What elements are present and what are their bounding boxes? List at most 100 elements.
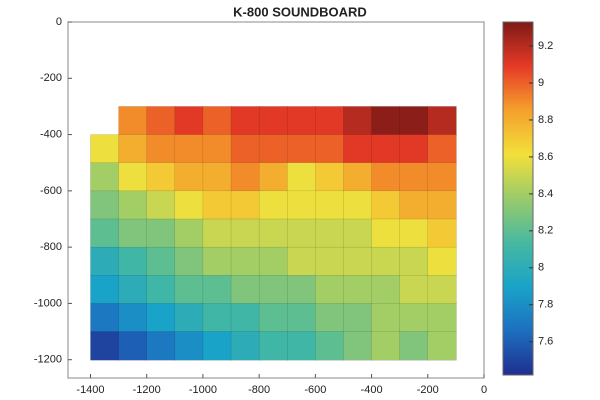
contour-cell: [146, 134, 176, 164]
contour-cell: [202, 190, 232, 220]
contour-cell: [146, 106, 176, 136]
contour-cell: [258, 303, 288, 333]
contour-cell: [118, 218, 148, 248]
contour-cell: [146, 162, 176, 192]
contour-cell: [174, 218, 204, 248]
contour-cell: [427, 331, 457, 361]
contour-cell: [399, 331, 429, 361]
contour-cell: [258, 134, 288, 164]
contour-cell: [371, 303, 401, 333]
y-tick-label: -1200: [34, 354, 62, 366]
contour-cell: [202, 303, 232, 333]
y-tick-label: -800: [40, 241, 62, 253]
contour-cell: [230, 106, 260, 136]
contour-cell: [427, 275, 457, 305]
contour-cell: [174, 331, 204, 361]
contour-cell: [287, 134, 317, 164]
contour-cell: [427, 190, 457, 220]
contour-cell: [371, 275, 401, 305]
contour-cell: [399, 162, 429, 192]
contour-cell: [315, 162, 345, 192]
x-tick-label: -1200: [133, 384, 161, 396]
y-tick-label: -600: [40, 185, 62, 197]
contour-cell: [315, 246, 345, 276]
contour-cell: [427, 303, 457, 333]
contour-cell: [315, 275, 345, 305]
contour-cell: [427, 246, 457, 276]
contour-cell: [343, 218, 373, 248]
contour-cell: [230, 190, 260, 220]
y-tick-label: -1000: [34, 297, 62, 309]
colorbar-tick-label: 9: [538, 77, 544, 89]
y-tick-label: -400: [40, 128, 62, 140]
contour-cell: [174, 303, 204, 333]
contour-cell: [258, 190, 288, 220]
contour-cell: [146, 331, 176, 361]
colorbar-tick-label: 8.4: [538, 188, 553, 200]
contour-cell: [258, 162, 288, 192]
contour-cell: [230, 162, 260, 192]
contour-cell: [427, 134, 457, 164]
contour-cell: [258, 106, 288, 136]
contour-cell: [287, 275, 317, 305]
contour-cell: [90, 190, 120, 220]
contour-cell: [399, 246, 429, 276]
contour-cell: [174, 106, 204, 136]
contour-cell: [146, 190, 176, 220]
contour-cell: [118, 275, 148, 305]
colorbar-tick-label: 8.8: [538, 114, 553, 126]
contour-cell: [202, 106, 232, 136]
contour-cell: [343, 106, 373, 136]
contour-cell: [258, 218, 288, 248]
colorbar-tick-label: 9.2: [538, 40, 553, 52]
contour-cell: [174, 134, 204, 164]
contour-cell: [371, 246, 401, 276]
contour-cell: [230, 275, 260, 305]
contour-cell: [399, 275, 429, 305]
contour-cell: [202, 162, 232, 192]
contour-cell: [230, 218, 260, 248]
contour-cell: [118, 331, 148, 361]
chart-title: K-800 SOUNDBOARD: [233, 4, 367, 19]
contour-cell: [399, 190, 429, 220]
y-tick-label: 0: [56, 16, 62, 28]
x-tick-label: -800: [248, 384, 270, 396]
contour-cell: [258, 246, 288, 276]
x-tick-label: -600: [304, 384, 326, 396]
contour-cell: [202, 218, 232, 248]
contour-cell: [315, 303, 345, 333]
contour-cell: [230, 331, 260, 361]
contour-cell: [146, 218, 176, 248]
contour-cell: [343, 162, 373, 192]
colorbar: [502, 21, 534, 376]
contour-cell: [371, 106, 401, 136]
contour-cell: [118, 162, 148, 192]
contour-cell: [427, 218, 457, 248]
contour-cell: [427, 106, 457, 136]
contour-cell: [146, 275, 176, 305]
contour-cell: [399, 303, 429, 333]
contour-cell: [343, 331, 373, 361]
contour-cell: [315, 106, 345, 136]
contour-cell: [287, 106, 317, 136]
contour-cell: [90, 303, 120, 333]
y-tick-label: -200: [40, 72, 62, 84]
contour-cell: [174, 190, 204, 220]
contour-cell: [287, 246, 317, 276]
colorbar-tick-label: 7.8: [538, 299, 553, 311]
contour-cell: [90, 246, 120, 276]
colorbar-tick-label: 8: [538, 262, 544, 274]
contour-cell: [90, 331, 120, 361]
colorbar-tick-label: 8.6: [538, 151, 553, 163]
contour-cell: [287, 190, 317, 220]
contour-cell: [371, 134, 401, 164]
x-tick-label: -400: [361, 384, 383, 396]
contour-cell: [202, 246, 232, 276]
contour-cell: [371, 331, 401, 361]
contour-cell: [287, 218, 317, 248]
contour-cell: [399, 106, 429, 136]
contour-cell: [371, 218, 401, 248]
contour-cell: [343, 134, 373, 164]
contour-cell: [202, 275, 232, 305]
x-tick-label: 0: [481, 384, 487, 396]
